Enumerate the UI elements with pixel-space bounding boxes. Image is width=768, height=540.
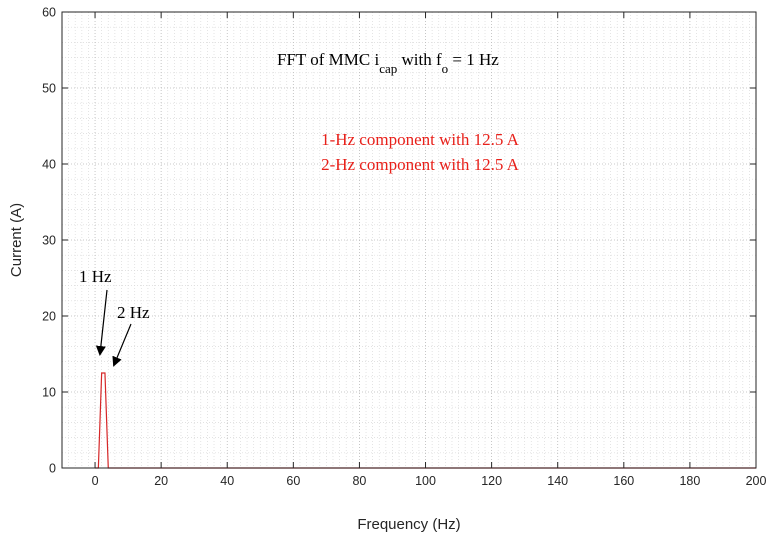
chart-title: FFT of MMC icap with fo = 1 Hz <box>277 50 499 76</box>
y-tick-label: 20 <box>42 310 56 324</box>
y-tick-label: 60 <box>42 6 56 20</box>
y-tick-label: 50 <box>42 82 56 96</box>
x-tick-label: 100 <box>415 474 436 488</box>
arrow-2hz <box>112 323 132 367</box>
y-axis-label: Current (A) <box>8 203 25 277</box>
x-tick-label: 180 <box>679 474 700 488</box>
x-tick-label: 20 <box>154 474 168 488</box>
y-tick-label: 0 <box>49 462 56 476</box>
arrow-1hz <box>95 289 108 356</box>
x-axis-label: Frequency (Hz) <box>357 516 460 533</box>
plot-area <box>62 12 756 468</box>
annotation-2hz-component: 2-Hz component with 12.5 A <box>321 155 520 174</box>
x-tick-label: 200 <box>746 474 767 488</box>
x-tick-label: 120 <box>481 474 502 488</box>
y-tick-label: 40 <box>42 158 56 172</box>
x-tick-label: 0 <box>92 474 99 488</box>
y-tick-label: 10 <box>42 386 56 400</box>
x-tick-label: 140 <box>547 474 568 488</box>
annotation-1hz-component: 1-Hz component with 12.5 A <box>321 130 520 149</box>
x-tick-label: 80 <box>352 474 366 488</box>
axis-ticks: 0 20 40 60 80 100 120 140 160 180 200 0 10 20 30 40 50 60 <box>42 6 766 489</box>
annotation-1hz-label: 1 Hz <box>79 267 112 286</box>
x-tick-label: 60 <box>286 474 300 488</box>
y-tick-label: 30 <box>42 234 56 248</box>
x-tick-label: 40 <box>220 474 234 488</box>
x-tick-label: 160 <box>613 474 634 488</box>
annotation-2hz-label: 2 Hz <box>117 303 150 322</box>
